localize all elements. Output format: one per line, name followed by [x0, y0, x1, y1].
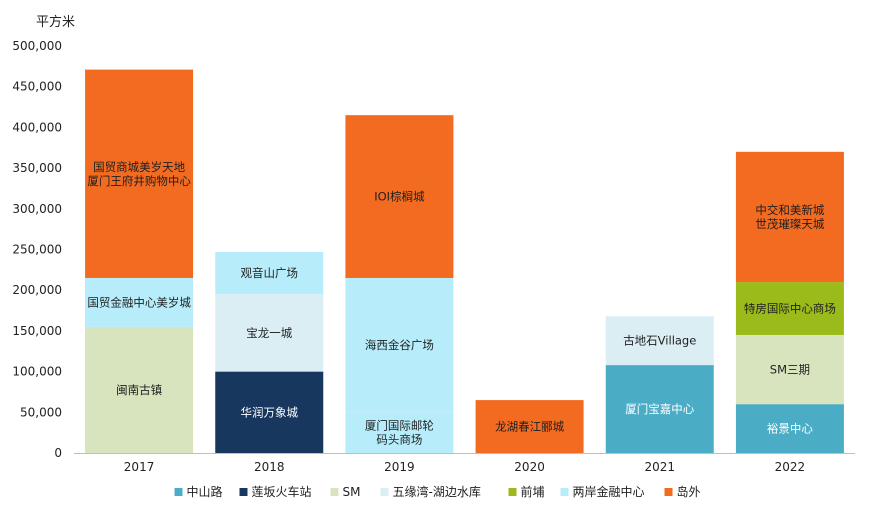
y-tick-label: 350,000: [12, 161, 62, 175]
y-tick-label: 450,000: [12, 80, 62, 94]
segment-label: 国贸商城美岁天地: [93, 160, 185, 174]
segment-label: 龙湖春江郦城: [495, 420, 564, 434]
y-unit-label: 平方米: [36, 14, 75, 30]
y-tick-label: 0: [54, 446, 62, 460]
legend-swatch: [174, 488, 183, 496]
legend-swatch: [330, 488, 339, 496]
legend-label: 五缘湾-湖边水库: [393, 484, 481, 499]
segment-label: 码头商场: [376, 433, 422, 447]
bar-segment: [85, 277, 194, 327]
legend-swatch: [380, 488, 389, 496]
segment-label: 国贸金融中心美岁城: [87, 295, 191, 309]
x-axis: 2017 2018 2019 2020 2021 2022: [74, 453, 855, 474]
bar-segment: [735, 404, 844, 453]
legend-label: 两岸金融中心: [573, 484, 645, 499]
y-tick-label: 300,000: [12, 202, 62, 216]
y-tick-label: 50,000: [20, 405, 62, 419]
bar-segment: [735, 334, 844, 405]
bar-segment: [605, 316, 714, 366]
legend-swatch: [239, 488, 248, 496]
y-tick-label: 250,000: [12, 243, 62, 257]
segment-label: 厦门国际邮轮: [365, 419, 434, 433]
legend-label: 前埔: [521, 484, 545, 499]
segment-label: IOI棕榈城: [374, 190, 425, 204]
bar-segment: [345, 412, 454, 453]
segment-label: 中交和美新城: [755, 203, 824, 217]
segment-label: 厦门王府井购物中心: [87, 174, 191, 188]
y-tick-label: 200,000: [12, 283, 62, 297]
segment-label: 海西金谷广场: [365, 338, 434, 352]
segment-label: 宝龙一城: [246, 326, 292, 340]
bar-segment: [605, 365, 714, 453]
bar-segment: [85, 326, 194, 453]
legend-swatch: [560, 488, 569, 496]
segment-label: 世茂璀璨天城: [755, 217, 824, 231]
x-tick-label: 2020: [514, 460, 545, 474]
x-tick-label: 2018: [254, 460, 285, 474]
legend-label: 莲坂火车站: [252, 484, 312, 499]
bar-segment: [475, 400, 584, 453]
bar-segment: [215, 371, 324, 453]
y-tick-label: 100,000: [12, 365, 62, 379]
legend-label: 岛外: [677, 484, 701, 499]
legend-swatch: [664, 488, 673, 496]
segment-label: 古地石Village: [623, 334, 696, 348]
bar-segment: [735, 151, 844, 283]
bar-segment: [85, 69, 194, 278]
x-tick-label: 2017: [124, 460, 155, 474]
legend: 中山路 莲坂火车站 SM 五缘湾-湖边水库 前埔 两岸金融中心 岛外: [174, 484, 701, 499]
segment-label: 厦门宝嘉中心: [625, 402, 694, 416]
y-tick-label: 500,000: [12, 39, 62, 53]
bar-segment: [345, 277, 454, 413]
segment-label: 裕景中心: [767, 422, 813, 436]
x-tick-label: 2019: [384, 460, 415, 474]
y-tick-label: 400,000: [12, 120, 62, 134]
segment-label: SM三期: [770, 363, 810, 377]
y-tick-label: 150,000: [12, 324, 62, 338]
bar-segment: [215, 294, 324, 372]
segment-label: 闽南古镇: [116, 383, 162, 397]
x-tick-label: 2021: [644, 460, 675, 474]
legend-swatch: [508, 488, 517, 496]
legend-label: 中山路: [187, 484, 223, 499]
segment-label: 观音山广场: [241, 266, 299, 280]
y-axis: 0 50,000 100,000 150,000 200,000 250,000 300,0…: [12, 39, 62, 460]
legend-label: SM: [343, 485, 361, 499]
bar-segment: [215, 251, 324, 295]
x-tick-label: 2022: [775, 460, 806, 474]
segment-label: 特房国际中心商场: [744, 302, 836, 316]
segment-label: 华润万象城: [241, 405, 299, 419]
bar-segment: [735, 282, 844, 335]
bar-segment: [345, 115, 454, 278]
